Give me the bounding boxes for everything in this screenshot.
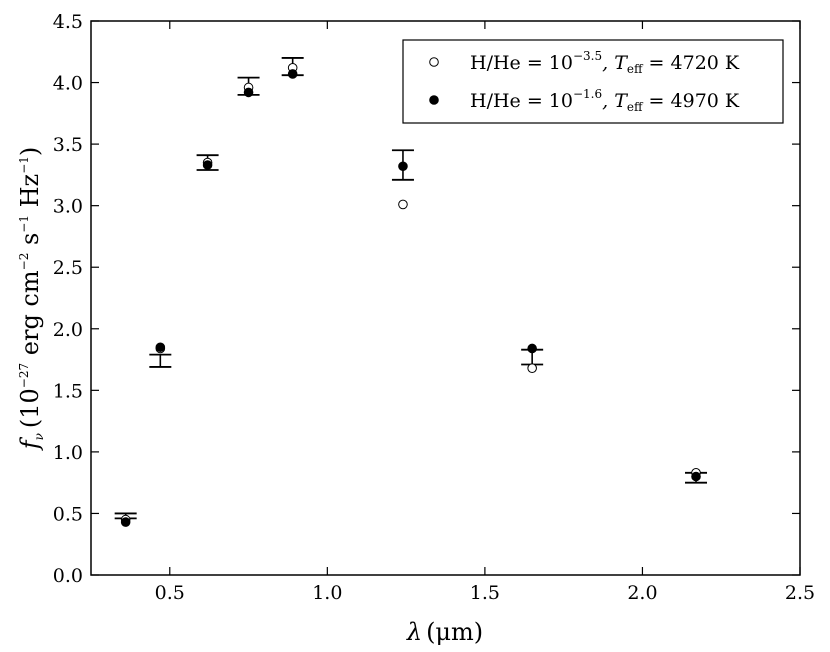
legend-open-exp: −3.5 (573, 49, 602, 63)
y-tick-label: 4.0 (53, 73, 83, 95)
filled-point (155, 342, 166, 353)
x-axis-unit: (μm) (426, 618, 483, 646)
y-tick-label: 1.0 (53, 442, 83, 464)
legend-open-suffix: = 4720 K (643, 52, 740, 74)
legend-open-prefix: H/He = 10 (470, 52, 573, 74)
x-tick-label: 0.5 (155, 582, 185, 604)
filled-point (398, 161, 408, 172)
filled-point (287, 69, 298, 79)
model-points (120, 62, 701, 527)
plot-frame (90, 20, 801, 576)
filled-point (527, 343, 537, 354)
y-tick-label: 3.5 (53, 134, 83, 156)
y-tick-label: 4.5 (53, 11, 83, 33)
y-axis-exp4: −1 (17, 156, 31, 174)
legend-filled-mid: , T (602, 90, 628, 112)
y-axis-erg: erg cm (16, 270, 44, 363)
observed-errorbar (149, 353, 172, 368)
y-tick-label: 0.5 (53, 503, 83, 525)
x-tick-label: 2.5 (785, 582, 815, 604)
y-axis-exp3: −1 (17, 215, 31, 233)
y-axis-open: (10 (16, 388, 44, 428)
y-tick-label: 1.5 (53, 380, 83, 402)
y-axis-hz: Hz (16, 174, 44, 215)
open-point (398, 199, 408, 210)
filled-point (120, 517, 131, 527)
x-tick-label: 1.5 (470, 582, 500, 604)
legend: H/He = 10−3.5, Teff = 4720 K H/He = 10−1… (402, 39, 784, 124)
y-tick-label: 0.0 (53, 565, 83, 587)
legend-filled-sub: eff (627, 100, 644, 114)
legend-entry-filled: H/He = 10−1.6, Teff = 4970 K (470, 87, 740, 114)
y-tick-label: 2.0 (53, 319, 83, 341)
axis-ticks: 0.5 1.0 1.5 2.0 2.5 0.0 0.5 1.0 1.5 2.0 2.5 3.0 3.5 4… (53, 11, 815, 604)
legend-filled-marker (429, 95, 439, 105)
filled-point (691, 471, 701, 482)
y-axis-close: ) (16, 147, 44, 156)
open-point (527, 363, 537, 373)
legend-filled-suffix: = 4970 K (643, 90, 740, 112)
y-axis-nu: ν (32, 433, 46, 440)
y-axis-label: fν(10−27 erg cm−2 s−1 Hz−1) (16, 147, 46, 452)
observed-errorbars (114, 57, 708, 520)
legend-open-mid: , T (602, 52, 628, 74)
legend-filled-prefix: H/He = 10 (470, 90, 573, 112)
y-axis-exp1: −27 (17, 363, 31, 388)
legend-entry-open: H/He = 10−3.5, Teff = 4720 K (470, 49, 740, 76)
filled-point (202, 160, 213, 170)
y-axis-s: s (16, 233, 44, 253)
legend-open-marker (429, 57, 439, 67)
x-axis-label: λ (μm) (406, 618, 483, 646)
x-axis-lambda: λ (406, 618, 422, 646)
y-axis-exp2: −2 (17, 253, 31, 271)
x-tick-label: 2.0 (627, 582, 657, 604)
y-tick-label: 2.5 (53, 257, 83, 279)
legend-filled-exp: −1.6 (573, 87, 602, 101)
filled-point (243, 87, 254, 98)
legend-box (402, 39, 784, 124)
legend-open-sub: eff (627, 62, 644, 76)
x-tick-label: 1.0 (312, 582, 342, 604)
y-tick-label: 3.0 (53, 196, 83, 218)
